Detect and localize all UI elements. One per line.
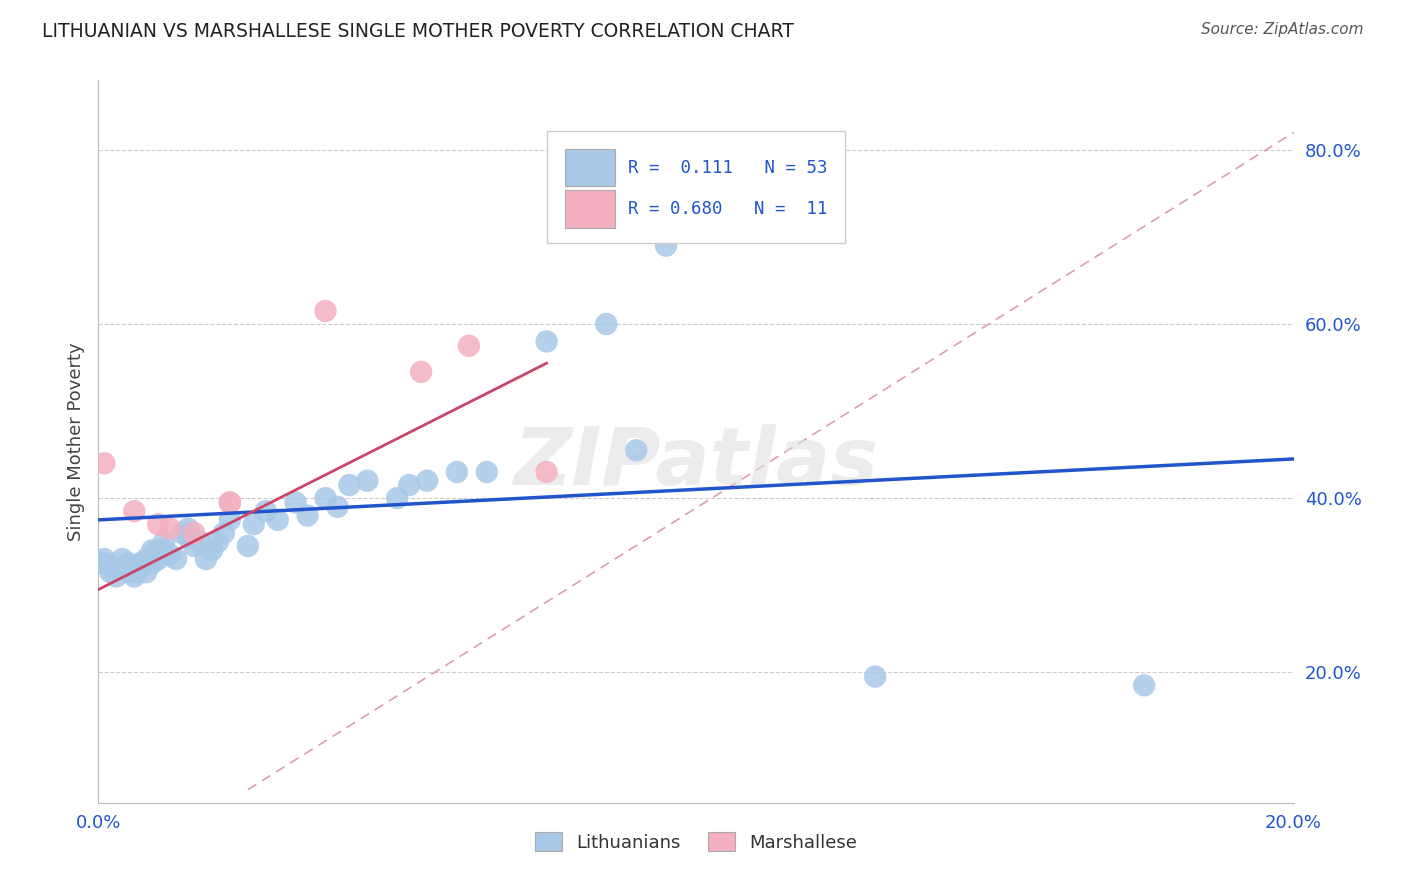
Point <box>141 543 163 558</box>
Point <box>183 525 205 540</box>
Point <box>865 669 887 683</box>
Point <box>398 478 420 492</box>
Point <box>135 552 157 566</box>
Point <box>117 565 139 579</box>
Point <box>195 552 218 566</box>
Text: R = 0.680   N =  11: R = 0.680 N = 11 <box>628 200 827 218</box>
Point <box>159 548 181 562</box>
Point <box>159 522 181 536</box>
Point <box>475 465 498 479</box>
Point <box>458 339 481 353</box>
Point <box>93 557 115 571</box>
Point <box>117 557 139 571</box>
Legend: Lithuanians, Marshallese: Lithuanians, Marshallese <box>527 825 865 859</box>
Point <box>284 495 307 509</box>
Point <box>153 534 176 549</box>
Point <box>165 552 187 566</box>
Y-axis label: Single Mother Poverty: Single Mother Poverty <box>66 343 84 541</box>
Point <box>148 517 170 532</box>
Point <box>326 500 349 514</box>
Point <box>236 539 259 553</box>
Text: ZIPatlas: ZIPatlas <box>513 425 879 502</box>
Point <box>98 565 122 579</box>
Point <box>148 552 170 566</box>
Point <box>626 443 648 458</box>
Point <box>219 513 242 527</box>
Point <box>148 543 170 558</box>
Text: R =  0.111   N = 53: R = 0.111 N = 53 <box>628 159 827 177</box>
Point <box>595 317 617 331</box>
Point <box>172 525 194 540</box>
Point <box>212 525 235 540</box>
Point <box>124 504 146 518</box>
Point <box>315 491 337 505</box>
FancyBboxPatch shape <box>565 190 614 227</box>
Point <box>124 569 146 583</box>
Point <box>219 495 242 509</box>
Point <box>188 534 211 549</box>
Point <box>219 495 242 509</box>
Point <box>536 465 558 479</box>
FancyBboxPatch shape <box>547 131 845 243</box>
Point <box>243 517 266 532</box>
Point <box>315 304 337 318</box>
Point <box>536 334 558 349</box>
Point <box>416 474 439 488</box>
Point <box>1133 678 1156 692</box>
Point <box>297 508 319 523</box>
Point <box>105 569 128 583</box>
Point <box>129 557 152 571</box>
Point <box>111 552 134 566</box>
Point <box>411 365 433 379</box>
Point <box>339 478 361 492</box>
Point <box>267 513 290 527</box>
Point <box>153 543 176 558</box>
Point <box>135 565 157 579</box>
Point <box>177 530 200 544</box>
Point <box>201 543 224 558</box>
Point <box>111 561 134 575</box>
Point <box>141 557 163 571</box>
Text: Source: ZipAtlas.com: Source: ZipAtlas.com <box>1201 22 1364 37</box>
Point <box>446 465 468 479</box>
Point <box>254 504 277 518</box>
Point <box>655 238 678 252</box>
Point <box>207 534 229 549</box>
Text: LITHUANIAN VS MARSHALLESE SINGLE MOTHER POVERTY CORRELATION CHART: LITHUANIAN VS MARSHALLESE SINGLE MOTHER … <box>42 22 794 41</box>
FancyBboxPatch shape <box>565 149 614 186</box>
Point <box>93 552 115 566</box>
Point <box>385 491 409 505</box>
Point <box>124 565 146 579</box>
Point <box>177 522 200 536</box>
Point <box>93 456 115 470</box>
Point <box>129 561 152 575</box>
Point <box>183 539 205 553</box>
Point <box>356 474 378 488</box>
